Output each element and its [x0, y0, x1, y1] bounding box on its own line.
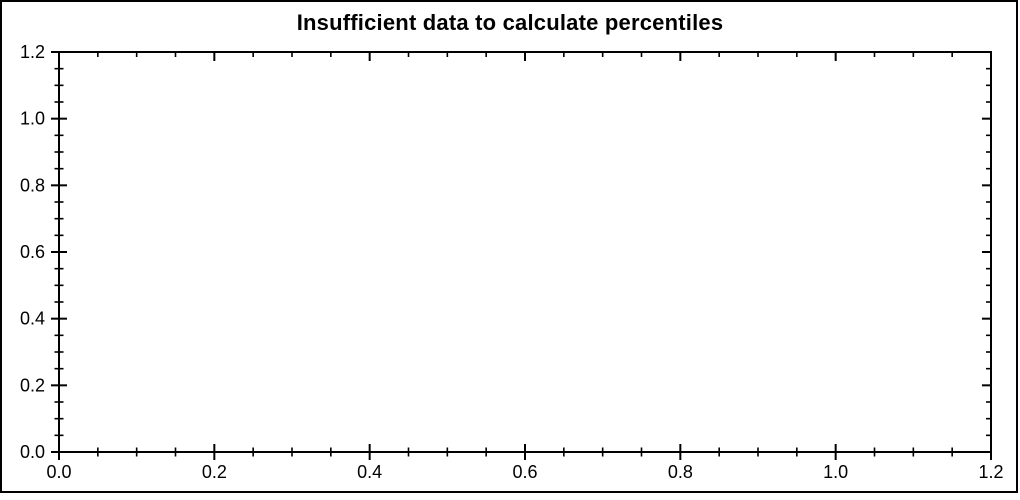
- y-axis-tick-label: 0.6: [20, 242, 45, 262]
- x-axis-tick-label: 0.6: [512, 462, 537, 482]
- y-axis-tick-label: 0.0: [20, 442, 45, 462]
- plot-frame: [58, 51, 992, 453]
- x-axis-tick-label: 1.0: [823, 462, 848, 482]
- y-axis-tick-label: 0.2: [20, 375, 45, 395]
- x-axis-tick-label: 0.2: [202, 462, 227, 482]
- y-axis-tick-label: 0.4: [20, 309, 45, 329]
- y-axis-tick-label: 0.8: [20, 175, 45, 195]
- x-axis-tick-label: 0.8: [668, 462, 693, 482]
- x-axis-tick-label: 0.4: [357, 462, 382, 482]
- y-axis-tick-label: 1.0: [20, 109, 45, 129]
- x-axis-tick-label: 0.0: [46, 462, 71, 482]
- x-axis-tick-label: 1.2: [978, 462, 1003, 482]
- y-axis-tick-label: 1.2: [20, 42, 45, 62]
- chart-title: Insufficient data to calculate percentil…: [296, 10, 724, 35]
